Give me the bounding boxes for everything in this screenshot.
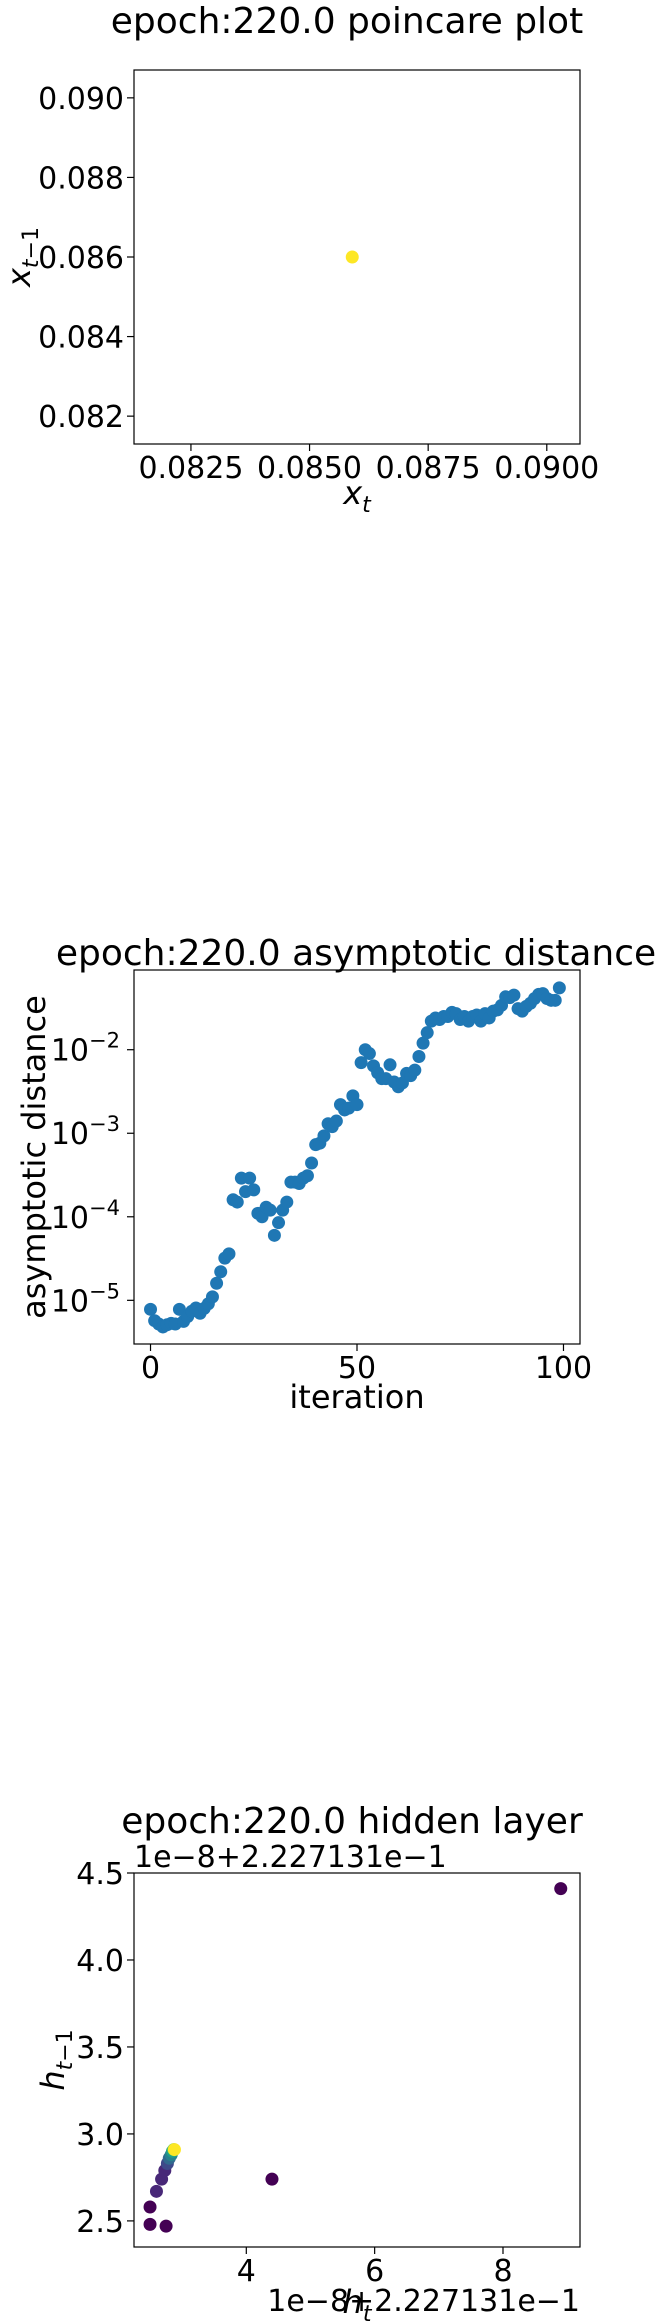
asymptotic-point (300, 1169, 314, 1183)
asymptotic-point (412, 1049, 426, 1063)
poincare-x-tick-label: 0.0875 (376, 451, 481, 486)
hidden-layer-y-tick-label: 4.0 (76, 1944, 124, 1979)
asymptotic-x-label: iteration (289, 1378, 424, 1416)
asymptotic-point (210, 1276, 224, 1290)
hidden-layer-x-tick-label: 8 (493, 2254, 512, 2289)
hidden-layer-point (554, 1882, 568, 1896)
asymptotic-y-label: asymptotic distance (15, 995, 53, 1319)
hidden-layer-x-ticks: 4 6 8 (237, 2254, 513, 2289)
hidden-layer-y-offset-label: 1e−8+2.227131e−1 (134, 1840, 447, 1875)
asymptotic-y-tick-label: 10−3 (51, 1112, 120, 1152)
poincare-y-tick-label: 0.084 (38, 321, 124, 356)
asymptotic-x-tick-label: 100 (535, 1351, 592, 1386)
poincare-point (345, 250, 359, 264)
poincare-x-tick-label: 0.0850 (257, 451, 362, 486)
hidden-layer-point (149, 2184, 163, 2198)
hidden-layer-y-tick-label: 3.0 (76, 2118, 124, 2153)
asymptotic-point (548, 993, 562, 1007)
asymptotic-point (230, 1195, 244, 1209)
hidden-layer-title: epoch:220.0 hidden layer (121, 1801, 583, 1842)
asymptotic-point (317, 1129, 331, 1143)
asymptotic-distance-title: epoch:220.0 asymptotic distance (56, 933, 656, 974)
poincare-y-tick-label: 0.090 (38, 82, 124, 117)
hidden-layer-point (143, 2200, 157, 2214)
hidden-layer-x-tick-label: 4 (237, 2254, 256, 2289)
asymptotic-point (350, 1098, 364, 1112)
asymptotic-x-tick-label: 50 (338, 1351, 376, 1386)
asymptotic-point (205, 1290, 219, 1304)
poincare-x-tick-label: 0.0825 (138, 451, 243, 486)
poincare-y-tick-label: 0.086 (38, 241, 124, 276)
asymptotic-y-tick-label: 10−4 (51, 1196, 120, 1236)
asymptotic-distance-panel: epoch:220.0 asymptotic distance 0 50 100… (15, 933, 656, 1416)
asymptotic-point (329, 1114, 343, 1128)
asymptotic-point (144, 1302, 158, 1316)
hidden-layer-point (265, 2172, 279, 2186)
asymptotic-point (263, 1203, 277, 1217)
asymptotic-point (354, 1056, 368, 1070)
hidden-layer-plot-area: 4 6 8 2.5 3.0 3.5 4.0 4.5 (76, 1857, 581, 2289)
asymptotic-point (214, 1265, 228, 1279)
hidden-layer-point (167, 2143, 181, 2157)
hidden-layer-x-label: ht (343, 2283, 373, 2323)
asymptotic-point (247, 1183, 261, 1197)
poincare-y-label: xt−1 (0, 227, 44, 288)
asymptotic-x-ticks: 0 50 100 (141, 1351, 592, 1386)
asymptotic-point (383, 1058, 397, 1072)
hidden-layer-points (143, 1882, 568, 2233)
poincare-plot-panel: epoch:220.0 poincare plot 0.0825 0.0850 … (0, 1, 599, 518)
asymptotic-point (416, 1036, 430, 1050)
asymptotic-y-ticks: 10−5 10−4 10−3 10−2 (51, 1029, 120, 1320)
poincare-x-label: xt (342, 474, 372, 518)
asymptotic-points (144, 981, 566, 1334)
hidden-layer-x-tick-label: 6 (365, 2254, 384, 2289)
hidden-layer-y-tick-label: 4.5 (76, 1857, 124, 1892)
asymptotic-point (507, 988, 521, 1002)
asymptotic-y-tick-label: 10−2 (51, 1029, 120, 1069)
asymptotic-point (408, 1063, 422, 1077)
hidden-layer-frame (133, 1872, 581, 2248)
hidden-layer-y-label: ht−1 (34, 2029, 78, 2090)
asymptotic-point (272, 1216, 286, 1230)
asymptotic-point (280, 1195, 294, 1209)
hidden-layer-panel: epoch:220.0 hidden layer 1e−8+2.227131e−… (34, 1801, 583, 2323)
asymptotic-point (305, 1156, 319, 1170)
asymptotic-point (552, 981, 566, 995)
hidden-layer-x-offset-label: 1e−8+2.227131e−1 (267, 2284, 580, 2319)
asymptotic-y-tick-label: 10−5 (51, 1279, 120, 1319)
poincare-plot-area: 0.0825 0.0850 0.0875 0.0900 0.082 0.084 … (38, 69, 599, 486)
hidden-layer-y-tick-label: 3.5 (76, 2031, 124, 2066)
hidden-layer-point (159, 2219, 173, 2233)
poincare-y-ticks: 0.082 0.084 0.086 0.088 0.090 (38, 82, 124, 435)
asymptotic-point (420, 1026, 434, 1040)
poincare-plot-title: epoch:220.0 poincare plot (111, 1, 583, 42)
asymptotic-point (362, 1047, 376, 1061)
asymptotic-point (267, 1228, 281, 1242)
hidden-layer-y-ticks: 2.5 3.0 3.5 4.0 4.5 (76, 1857, 124, 2240)
asymptotic-x-tick-label: 0 (141, 1351, 160, 1386)
poincare-x-ticks: 0.0825 0.0850 0.0875 0.0900 (138, 451, 599, 486)
hidden-layer-y-tick-label: 2.5 (76, 2205, 124, 2240)
poincare-y-tick-label: 0.082 (38, 400, 124, 435)
poincare-points (345, 250, 359, 264)
poincare-y-tick-label: 0.088 (38, 161, 124, 196)
asymptotic-point (222, 1247, 236, 1261)
asymptotic-point (243, 1171, 257, 1185)
poincare-x-tick-label: 0.0900 (494, 451, 599, 486)
asymptotic-distance-frame (133, 969, 581, 1345)
asymptotic-distance-plot-area: 0 50 100 10−5 10−4 10−3 10−2 (51, 969, 592, 1386)
hidden-layer-point (143, 2217, 157, 2231)
